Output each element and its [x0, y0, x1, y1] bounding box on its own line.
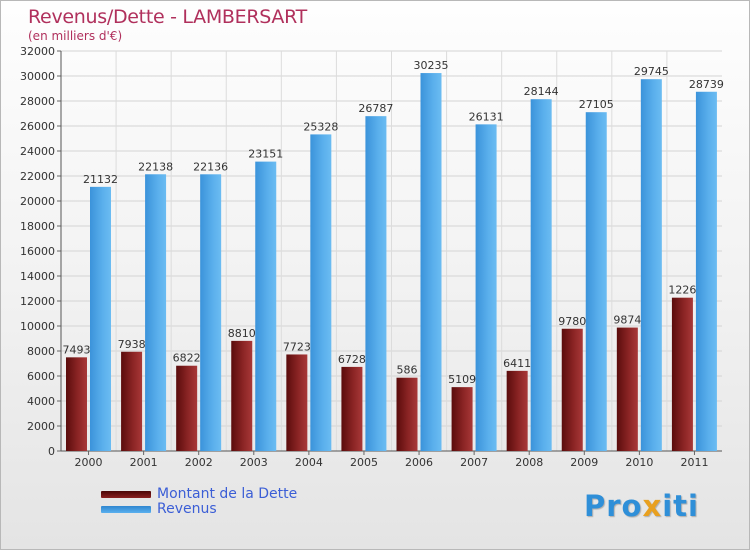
y-tick-label: 20000 [20, 195, 55, 208]
x-tick-label: 2004 [295, 456, 323, 469]
y-tick-label: 12000 [20, 295, 55, 308]
logo-part-1: Pro [584, 489, 643, 523]
y-tick-label: 26000 [20, 120, 55, 133]
bar-revenue [145, 174, 167, 451]
data-label-revenue: 29745 [634, 65, 669, 78]
legend-swatch-revenue [101, 506, 151, 513]
data-label-debt: 6728 [338, 353, 366, 366]
bar-debt [66, 357, 87, 451]
data-label-debt: 9780 [558, 315, 586, 328]
legend-item-debt: Montant de la Dette [101, 487, 297, 502]
x-tick-label: 2011 [680, 456, 708, 469]
bars [66, 73, 717, 452]
legend: Montant de la Dette Revenus [101, 487, 297, 517]
data-label-debt: 5109 [448, 373, 476, 386]
y-tick-label: 22000 [20, 170, 55, 183]
data-label-revenue: 22136 [193, 160, 228, 173]
data-label-debt: 6411 [503, 357, 531, 370]
data-label-revenue: 22138 [138, 160, 173, 173]
data-label-revenue: 28144 [524, 85, 559, 98]
chart-title: Revenus/Dette - LAMBERSART [28, 6, 307, 28]
data-label-revenue: 23151 [248, 148, 283, 161]
data-label-revenue: 26787 [358, 102, 393, 115]
y-tick-label: 24000 [20, 145, 55, 158]
data-label-debt: 9874 [613, 314, 641, 327]
chart-subtitle: (en milliers d'€) [28, 29, 123, 43]
data-label-revenue: 27105 [579, 98, 614, 111]
x-tick-label: 2010 [625, 456, 653, 469]
data-label-revenue: 25328 [303, 120, 338, 133]
x-tick-label: 2008 [515, 456, 543, 469]
y-tick-label: 6000 [27, 370, 55, 383]
bar-revenue [640, 79, 662, 451]
logo-part-3: iti [662, 489, 699, 523]
data-label-revenue: 30235 [414, 59, 449, 72]
data-label-debt: 6822 [173, 352, 201, 365]
x-tick-label: 2005 [350, 456, 378, 469]
bar-debt [231, 340, 253, 451]
data-labels: 7493 21132 7938 22138 6822 22136 8810 23151 7723… [63, 59, 724, 386]
y-tick-label: 14000 [20, 270, 55, 283]
x-tick-label: 2003 [240, 456, 268, 469]
x-tick-label: 2000 [75, 456, 103, 469]
bar-debt [121, 351, 143, 451]
bar-revenue [365, 116, 387, 451]
logo-part-2: x [642, 489, 663, 523]
data-label-revenue: 28739 [689, 78, 724, 91]
data-label-debt: 7938 [118, 338, 146, 351]
bar-debt [561, 328, 583, 451]
bar-revenue [200, 174, 222, 452]
data-label-debt: 8810 [228, 327, 256, 340]
y-tick-label: 16000 [20, 245, 55, 258]
y-tick-label: 2000 [27, 420, 55, 433]
bar-revenue [475, 124, 497, 452]
x-tick-label: 2001 [130, 456, 158, 469]
y-tick-label: 32000 [20, 45, 55, 58]
bar-revenue [310, 134, 332, 451]
data-label-debt: 7493 [63, 343, 91, 356]
bar-revenue [530, 99, 552, 451]
bar-debt [396, 377, 418, 451]
bar-revenue [255, 161, 277, 452]
legend-label-revenue: Revenus [157, 501, 217, 517]
bar-revenue [90, 186, 111, 451]
x-tick-label: 2006 [405, 456, 433, 469]
y-tick-label: 30000 [20, 70, 55, 83]
bar-debt [671, 297, 693, 451]
legend-item-revenue: Revenus [101, 502, 297, 517]
x-tick-label: 2007 [460, 456, 488, 469]
bar-debt [286, 354, 308, 451]
axes: 0 2000 4000 6000 8000 10000 12000 14000 16000 180… [20, 45, 722, 469]
bar-revenue [695, 91, 717, 451]
bar-debt [451, 387, 473, 451]
bar-revenue [420, 73, 442, 451]
data-label-debt: 586 [397, 364, 418, 377]
data-label-debt: 1226 [668, 284, 696, 297]
data-label-debt: 7723 [283, 340, 311, 353]
y-tick-label: 18000 [20, 220, 55, 233]
x-tick-label: 2009 [570, 456, 598, 469]
grid-lines [61, 50, 722, 451]
data-label-revenue: 26131 [469, 110, 504, 123]
bar-debt [506, 370, 528, 451]
data-label-revenue: 21132 [83, 173, 118, 186]
y-tick-label: 8000 [27, 345, 55, 358]
y-tick-label: 0 [48, 445, 55, 458]
bar-revenue [585, 112, 607, 451]
x-tick-label: 2002 [185, 456, 213, 469]
bar-debt [616, 327, 638, 451]
legend-label-debt: Montant de la Dette [157, 486, 298, 502]
y-tick-label: 10000 [20, 320, 55, 333]
bar-debt [341, 366, 363, 451]
proxiti-logo: Proxiti [584, 489, 699, 523]
y-tick-label: 28000 [20, 95, 55, 108]
y-tick-label: 4000 [27, 395, 55, 408]
bar-debt [176, 365, 198, 451]
legend-swatch-debt [101, 491, 151, 498]
